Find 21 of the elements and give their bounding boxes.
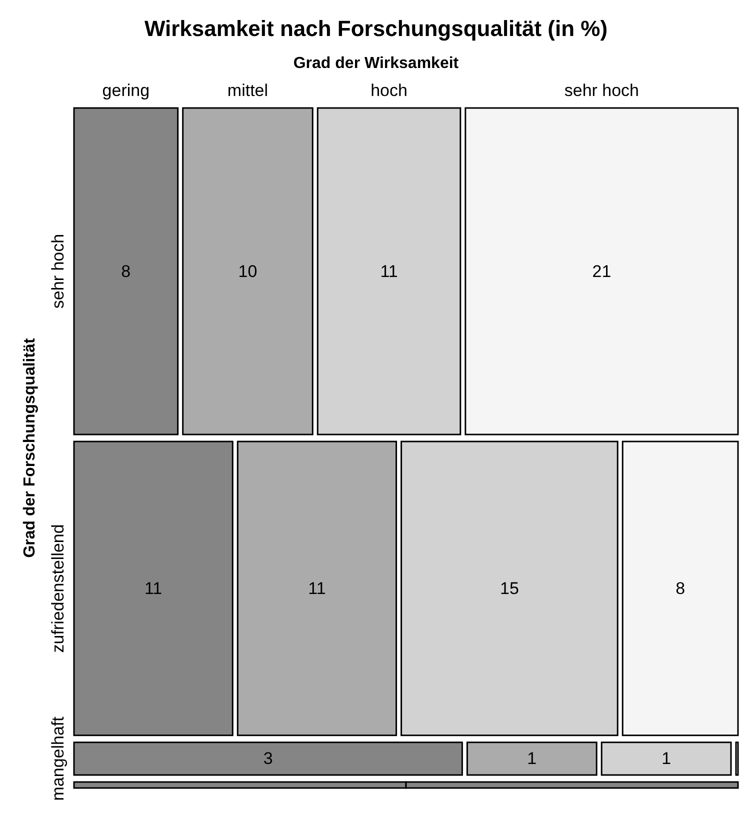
text: Grad der Wirksamkeit: [293, 55, 460, 72]
series-label: gering: [102, 81, 150, 100]
category-label: zufriedenstellend: [48, 524, 68, 653]
data-label: 15: [500, 578, 519, 598]
category-label: sehr hoch: [48, 234, 68, 309]
data-label: 3: [263, 749, 273, 768]
data-label: 11: [308, 578, 326, 598]
text: Grad der Forschungsqualität: [22, 338, 38, 558]
series-label: hoch: [370, 81, 408, 100]
text: Wirksamkeit nach Forschungsqualität (in %): [144, 16, 608, 41]
data-label: 11: [144, 578, 162, 598]
series-label: mittel: [227, 81, 268, 100]
series-label: sehr hoch: [564, 81, 640, 100]
category-label: mangelhaft: [48, 716, 68, 801]
data-label: 1: [662, 749, 672, 768]
data-label: 8: [676, 578, 686, 598]
data-label: 11: [380, 262, 398, 281]
data-label: 8: [121, 262, 131, 281]
data-label: 10: [238, 262, 258, 281]
data-label: 1: [527, 749, 537, 768]
data-label: 21: [592, 262, 612, 281]
